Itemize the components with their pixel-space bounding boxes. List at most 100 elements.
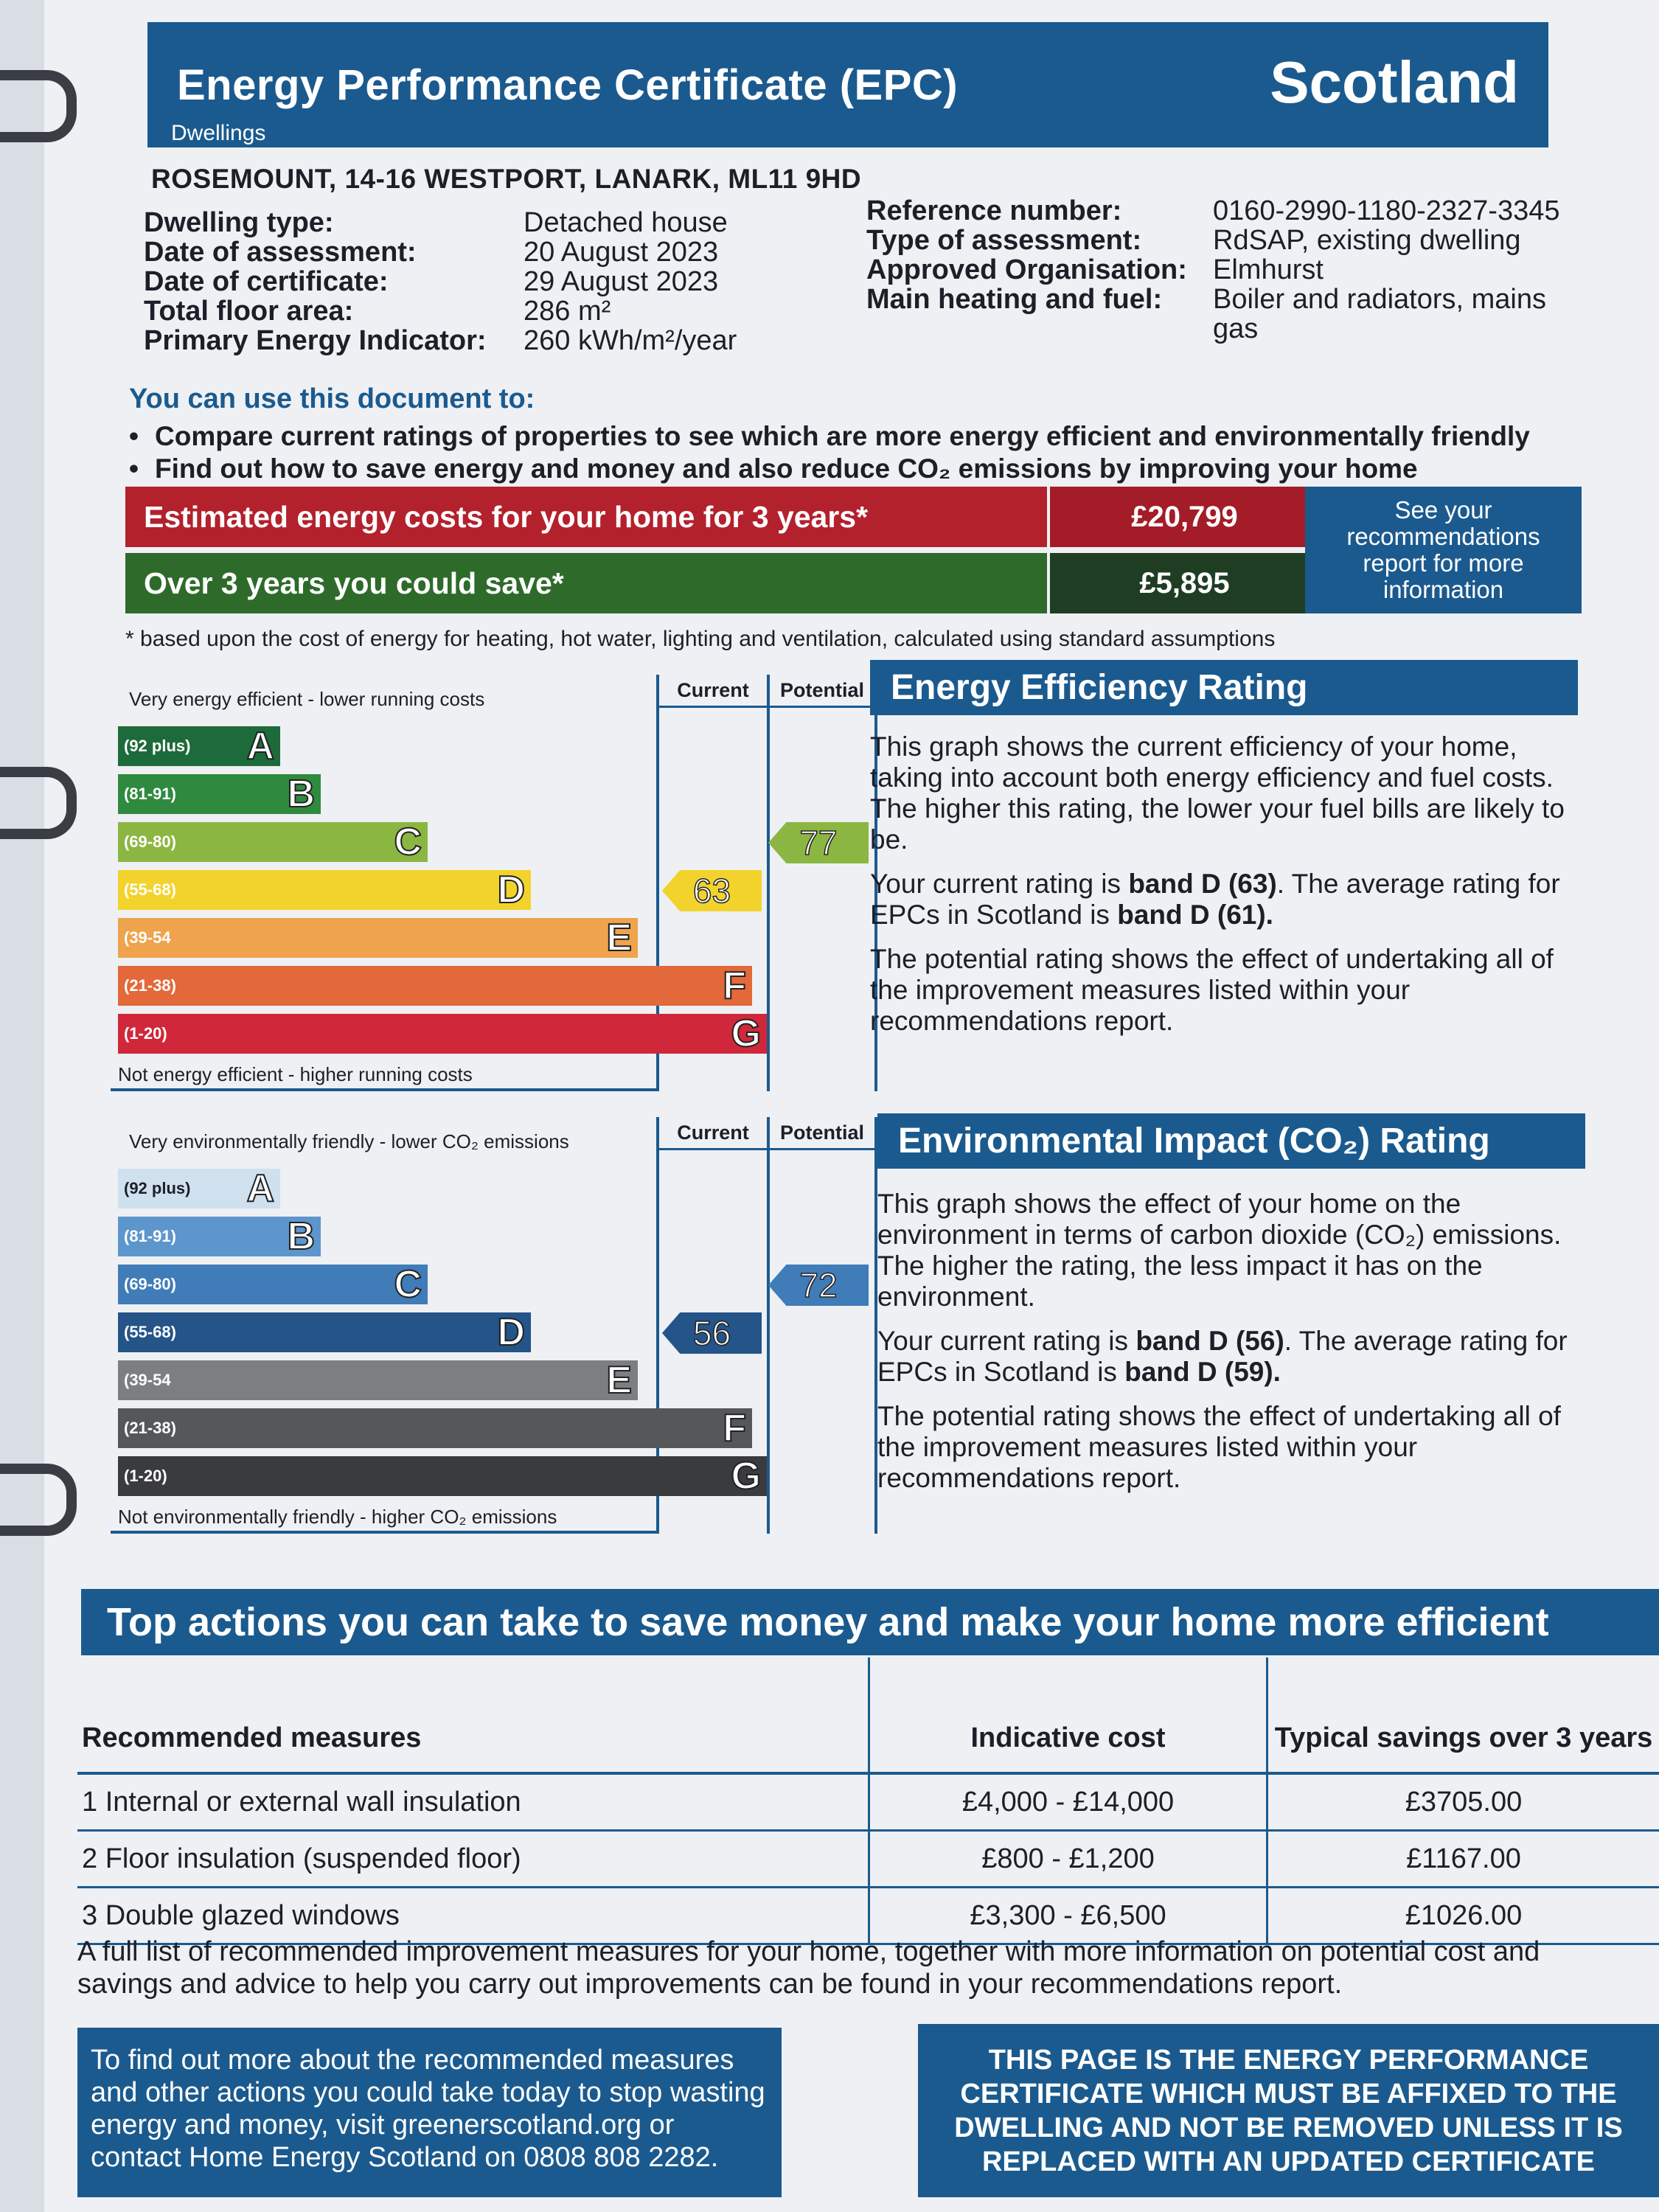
- band-range: (21-38): [124, 976, 176, 995]
- band-range: (1-20): [124, 1024, 167, 1043]
- energy-rating-chart: Very energy efficient - lower running co…: [111, 675, 885, 1095]
- cost-cell: £800 - £1,200: [868, 1830, 1267, 1888]
- energy-rating-title: Energy Efficiency Rating: [870, 660, 1578, 715]
- band-letter: A: [246, 1166, 275, 1211]
- detail-label: Date of certificate:: [144, 266, 389, 297]
- cost-cell: £3,300 - £6,500: [868, 1887, 1267, 1945]
- band-range: (92 plus): [124, 1179, 191, 1197]
- chart-top-label: Very energy efficient - lower running co…: [129, 688, 485, 710]
- detail-label: Approved Organisation:: [866, 254, 1187, 285]
- table-row: 1 Internal or external wall insulation £…: [77, 1773, 1659, 1832]
- see-recommendations-box: See your recommendations report for more…: [1305, 487, 1582, 613]
- find-out-more-box: To find out more about the recommended m…: [77, 2028, 782, 2197]
- potential-rating-marker: 72: [768, 1265, 869, 1306]
- detail-label: Date of assessment:: [144, 237, 417, 268]
- band-range: (69-80): [124, 1275, 176, 1293]
- detail-label: Primary Energy Indicator:: [144, 325, 487, 356]
- detail-value: 29 August 2023: [524, 266, 719, 297]
- list-item: Compare current ratings of properties to…: [129, 420, 1530, 453]
- detail-value: 20 August 2023: [524, 237, 719, 268]
- rating-band-g: (1-20) G: [118, 1454, 767, 1498]
- measure-cell: 1 Internal or external wall insulation: [77, 1773, 869, 1832]
- band-range: (69-80): [124, 832, 176, 851]
- savings-cell: £3705.00: [1266, 1773, 1659, 1832]
- rating-band-b: (81-91) B: [118, 1214, 321, 1259]
- country-label: Scotland: [1270, 49, 1519, 115]
- band-letter: B: [286, 772, 316, 816]
- use-bullets: Compare current ratings of properties to…: [129, 420, 1530, 485]
- full-list-note: A full list of recommended improvement m…: [77, 1936, 1540, 2000]
- estimated-cost-row: Estimated energy costs for your home for…: [125, 487, 1319, 547]
- rating-band-f: (21-38) F: [118, 1406, 752, 1450]
- environmental-rating-description: This graph shows the effect of your home…: [877, 1189, 1585, 1507]
- band-range: (21-38): [124, 1419, 176, 1437]
- col-header-current: Current: [677, 1121, 749, 1144]
- detail-value: Detached house: [524, 207, 728, 238]
- list-item: Find out how to save energy and money an…: [129, 453, 1530, 485]
- reference-details: Reference number: 0160-2990-1180-2327-334…: [866, 196, 1582, 344]
- col-header-measures: Recommended measures: [77, 1658, 869, 1775]
- rating-band-e: (39-54 E: [118, 916, 638, 960]
- band-range: (81-91): [124, 1227, 176, 1245]
- col-header-savings: Typical savings over 3 years: [1266, 1658, 1659, 1775]
- binder-ring: [0, 1464, 77, 1536]
- band-letter: C: [393, 820, 422, 864]
- column-divider: [767, 675, 770, 1091]
- savings-cell: £1026.00: [1266, 1887, 1659, 1945]
- top-actions-title: Top actions you can take to save money a…: [81, 1589, 1659, 1655]
- rating-band-c: (69-80) C: [118, 1262, 428, 1307]
- col-header-cost: Indicative cost: [868, 1658, 1267, 1775]
- chart-top-label: Very environmentally friendly - lower CO…: [129, 1130, 569, 1152]
- measure-cell: 3 Double glazed windows: [77, 1887, 869, 1945]
- detail-value: Boiler and radiators, mains gas: [1213, 284, 1546, 344]
- detail-label: Total floor area:: [144, 296, 354, 327]
- cost-footnote: * based upon the cost of energy for heat…: [125, 627, 1276, 651]
- rating-band-c: (69-80) C: [118, 820, 428, 864]
- page-subtitle: Dwellings: [171, 121, 266, 145]
- table-row: 3 Double glazed windows £3,300 - £6,500 …: [77, 1887, 1659, 1945]
- rating-band-d: (55-68) D: [118, 1310, 531, 1354]
- binder-ring: [0, 70, 77, 142]
- table-row: 2 Floor insulation (suspended floor) £80…: [77, 1830, 1659, 1888]
- potential-rating-marker: 77: [768, 822, 869, 863]
- band-letter: G: [731, 1012, 762, 1056]
- detail-label: Reference number:: [866, 195, 1122, 226]
- estimated-cost-value: £20,799: [1047, 487, 1319, 547]
- column-header-line: [659, 1148, 874, 1150]
- chart-bottom-label: Not energy efficient - higher running co…: [118, 1063, 473, 1085]
- savings-value: £5,895: [1047, 553, 1319, 613]
- band-letter: E: [605, 916, 633, 960]
- detail-label: Dwelling type:: [144, 207, 334, 238]
- environmental-rating-title: Environmental Impact (CO₂) Rating: [877, 1113, 1585, 1169]
- col-header-potential: Potential: [779, 679, 864, 701]
- measure-cell: 2 Floor insulation (suspended floor): [77, 1830, 869, 1888]
- property-address: ROSEMOUNT, 14-16 WESTPORT, LANARK, ML11 …: [151, 164, 862, 194]
- rating-band-d: (55-68) D: [118, 868, 531, 912]
- band-letter: B: [286, 1214, 316, 1259]
- detail-label: Type of assessment:: [866, 225, 1142, 256]
- col-header-current: Current: [677, 679, 749, 701]
- env-text-p2: Your current rating is band D (56). The …: [877, 1326, 1568, 1387]
- chart-baseline: [111, 1088, 656, 1091]
- energy-text-p3: The potential rating shows the effect of…: [870, 944, 1554, 1036]
- chart-bottom-label: Not environmentally friendly - higher CO…: [118, 1506, 557, 1528]
- page-title: Energy Performance Certificate (EPC): [177, 61, 959, 109]
- dwelling-details: Dwelling type: Detached house Date of ass…: [144, 208, 863, 355]
- band-range: (39-54: [124, 928, 171, 947]
- col-header-potential: Potential: [779, 1121, 864, 1144]
- detail-label: Main heating and fuel:: [866, 284, 1163, 315]
- rating-band-e: (39-54 E: [118, 1358, 638, 1402]
- rating-columns: Current Potential: [656, 675, 877, 1091]
- current-rating-marker: 63: [662, 870, 762, 911]
- band-letter: A: [246, 724, 275, 768]
- energy-text-p1: This graph shows the current efficiency …: [870, 731, 1565, 855]
- current-rating-marker: 56: [662, 1312, 762, 1354]
- affix-notice-box: THIS PAGE IS THE ENERGY PERFORMANCE CERT…: [918, 2024, 1659, 2197]
- band-range: (81-91): [124, 785, 176, 803]
- savings-label: Over 3 years you could save*: [125, 553, 1047, 613]
- env-text-p3: The potential rating shows the effect of…: [877, 1401, 1561, 1493]
- use-title: You can use this document to:: [129, 383, 535, 414]
- recommended-measures-table: Recommended measures Indicative cost Typ…: [77, 1658, 1659, 1945]
- savings-row: Over 3 years you could save* £5,895: [125, 553, 1319, 613]
- band-range: (1-20): [124, 1467, 167, 1485]
